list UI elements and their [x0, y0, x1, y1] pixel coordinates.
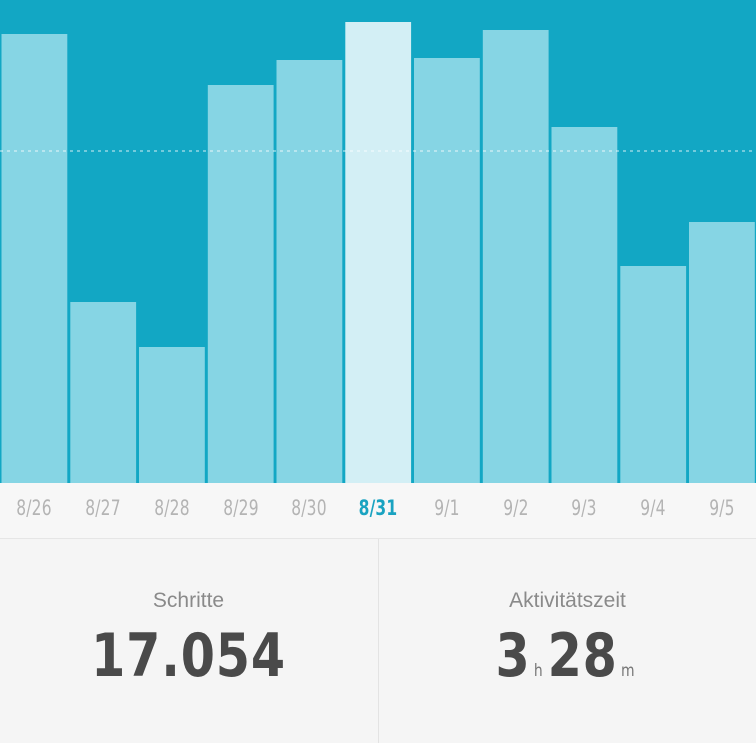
activity-minutes-unit: m: [620, 661, 635, 681]
bar-9/1[interactable]: [414, 58, 480, 483]
x-tick-label-9/2[interactable]: 9/2: [502, 496, 529, 520]
bar-8/27[interactable]: [70, 302, 137, 483]
activity-hours: 3: [495, 621, 531, 691]
steps-bar-chart: [0, 0, 756, 483]
x-axis-labels: 8/26 8/27 8/28 8/29 8/30 8/31 9/1 9/2 9/3 9/4 9/5: [0, 483, 756, 538]
steps-card[interactable]: Schritte 17.054: [0, 539, 377, 743]
steps-label: Schritte: [152, 589, 225, 612]
activity-time-card[interactable]: Aktivitätszeit 3 h28 m: [378, 539, 756, 743]
x-tick-label-8/29[interactable]: 8/29: [222, 496, 259, 520]
bar-9/2[interactable]: [482, 30, 549, 483]
bar-8/26[interactable]: [1, 34, 68, 483]
x-tick-label-8/30[interactable]: 8/30: [291, 496, 328, 520]
bar-9/3[interactable]: [551, 127, 618, 483]
bar-8/31[interactable]: [345, 22, 412, 483]
bar-8/29[interactable]: [207, 85, 274, 483]
bar-9/5[interactable]: [689, 222, 755, 483]
activity-minutes: 28: [547, 621, 618, 691]
x-tick-label-8/31[interactable]: 8/31: [358, 496, 398, 520]
bar-8/28[interactable]: [139, 347, 205, 483]
x-tick-label-9/3[interactable]: 9/3: [571, 496, 598, 520]
activity-hours-unit: h: [533, 661, 543, 681]
bar-8/30[interactable]: [276, 60, 343, 483]
activity-time-label: Aktivitätszeit: [509, 589, 626, 612]
x-tick-label-9/4[interactable]: 9/4: [640, 496, 666, 520]
activity-time-value: 3 h28 m: [413, 621, 722, 691]
stats-panel: Schritte 17.054 Aktivitätszeit 3 h28 m: [0, 538, 756, 743]
x-tick-label-9/5[interactable]: 9/5: [709, 496, 735, 520]
steps-value: 17.054: [91, 621, 286, 691]
chart-svg: [0, 0, 756, 483]
x-tick-label-8/27[interactable]: 8/27: [85, 496, 121, 520]
x-tick-label-8/28[interactable]: 8/28: [154, 496, 190, 520]
bar-9/4[interactable]: [620, 266, 687, 483]
x-tick-label-9/1[interactable]: 9/1: [434, 496, 460, 520]
x-tick-label-8/26[interactable]: 8/26: [16, 496, 53, 520]
